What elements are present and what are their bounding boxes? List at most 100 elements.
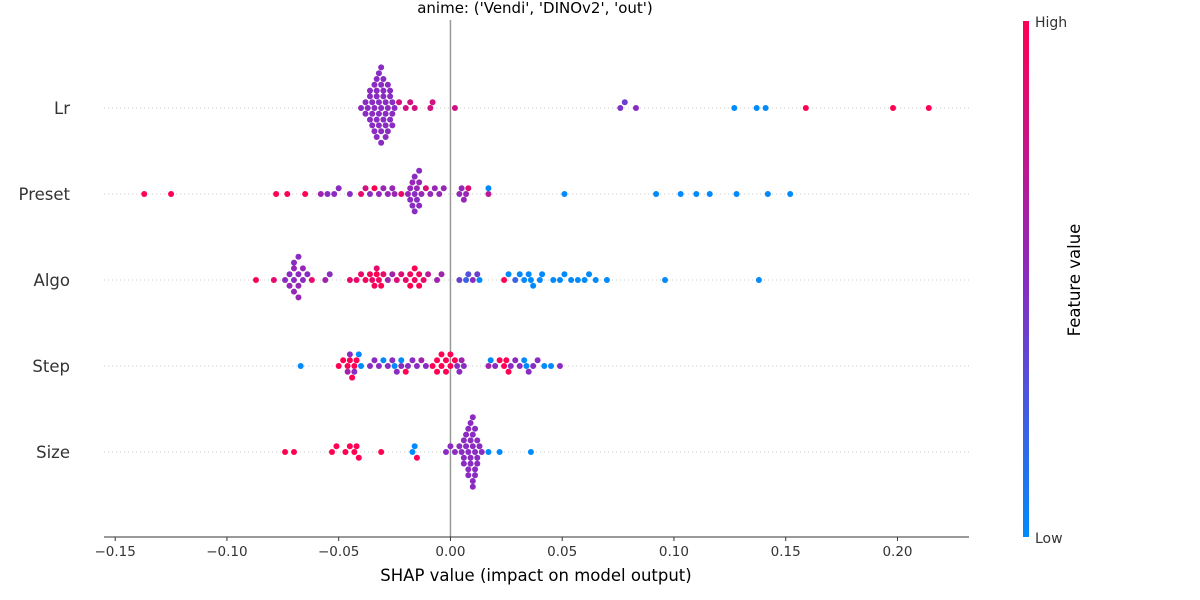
shap-point-preset	[411, 191, 418, 197]
shap-point-step	[525, 368, 532, 375]
shap-point-preset	[413, 185, 420, 192]
shap-point-algo	[373, 265, 380, 272]
shap-point-algo	[252, 277, 259, 283]
shap-point-lr	[389, 110, 396, 117]
shap-point-algo	[568, 277, 575, 283]
shap-point-algo	[290, 288, 297, 295]
shap-point-step	[523, 363, 530, 369]
shap-point-size	[333, 443, 340, 450]
shap-point-preset	[706, 191, 713, 197]
shap-point-algo	[501, 277, 508, 283]
shap-point-lr	[890, 105, 897, 111]
shap-point-lr	[427, 105, 434, 111]
shap-point-algo	[286, 282, 293, 289]
shap-point-step	[393, 368, 400, 375]
shap-point-algo	[322, 277, 329, 283]
shap-point-lr	[375, 110, 382, 117]
feature-label: Step	[32, 357, 70, 376]
shap-point-size	[474, 437, 481, 444]
shap-point-preset	[440, 185, 447, 192]
shap-point-step	[507, 363, 514, 369]
shap-point-preset	[485, 191, 492, 197]
shap-point-preset	[362, 185, 369, 192]
shap-point-algo	[574, 277, 581, 283]
feature-label: Lr	[54, 99, 70, 118]
shap-point-size	[469, 478, 476, 484]
x-tick-label: 0.00	[435, 544, 465, 560]
shap-point-step	[503, 357, 510, 364]
shap-point-lr	[382, 134, 389, 140]
shap-point-algo	[474, 271, 481, 278]
shap-point-size	[328, 449, 335, 455]
shap-point-algo	[366, 271, 373, 278]
colorbar-high-label: High	[1035, 15, 1067, 31]
shap-point-algo	[539, 271, 546, 278]
shap-point-preset	[561, 191, 568, 197]
shap-point-algo	[407, 271, 414, 278]
shap-point-step	[297, 363, 304, 369]
shap-point-size	[472, 425, 479, 432]
shap-point-preset	[371, 185, 378, 192]
shap-point-lr	[375, 70, 382, 77]
shap-point-preset	[422, 185, 429, 192]
shap-point-size	[496, 449, 503, 455]
shap-point-preset	[436, 191, 443, 197]
shap-point-lr	[402, 105, 409, 111]
shap-point-preset	[389, 185, 396, 192]
shap-point-algo	[371, 282, 378, 289]
shap-point-algo	[476, 277, 483, 283]
shap-point-lr	[378, 64, 385, 71]
shap-point-step	[442, 357, 449, 364]
shap-point-lr	[371, 105, 378, 111]
shap-point-lr	[384, 128, 391, 135]
shap-point-algo	[512, 277, 519, 283]
shap-point-preset	[366, 191, 373, 197]
shap-point-lr	[378, 139, 385, 146]
shap-point-step	[530, 363, 537, 369]
shap-point-algo	[516, 271, 523, 278]
shap-point-algo	[326, 271, 333, 278]
x-tick-label: −0.05	[318, 544, 359, 560]
shap-point-lr	[407, 99, 414, 106]
shap-point-algo	[556, 277, 563, 283]
shap-point-size	[447, 443, 454, 450]
shap-point-preset	[465, 185, 472, 192]
shap-point-step	[505, 368, 512, 375]
shap-point-algo	[603, 277, 610, 283]
shap-point-step	[512, 357, 519, 364]
shap-point-algo	[469, 277, 476, 283]
shap-point-lr	[396, 99, 403, 106]
feature-labels: Lr Preset Algo Step Size	[19, 99, 71, 462]
shap-point-lr	[364, 105, 371, 111]
shap-point-algo	[304, 271, 311, 278]
shap-point-step	[451, 357, 458, 364]
shap-point-size	[442, 449, 449, 455]
shap-point-step	[351, 363, 358, 369]
shap-point-preset	[409, 202, 416, 209]
shap-point-size	[456, 443, 463, 450]
shap-point-algo	[369, 277, 376, 283]
shap-point-algo	[536, 277, 543, 283]
shap-point-lr	[378, 81, 385, 88]
shap-point-size	[478, 449, 485, 455]
shap-point-algo	[295, 282, 302, 289]
shap-point-algo	[416, 282, 423, 289]
shap-point-preset	[485, 185, 492, 192]
shap-point-preset	[413, 196, 420, 203]
shap-point-size	[467, 460, 474, 467]
shap-point-step	[460, 363, 467, 369]
shap-point-algo	[380, 271, 387, 278]
shap-point-lr	[391, 105, 398, 111]
colorbar	[1023, 21, 1029, 537]
shap-point-size	[469, 414, 476, 421]
shap-point-lr	[384, 105, 391, 111]
shap-point-step	[429, 363, 436, 369]
shap-point-algo	[282, 277, 289, 283]
shap-point-algo	[299, 265, 306, 272]
shap-point-algo	[373, 271, 380, 278]
shap-point-step	[398, 363, 405, 369]
shap-point-step	[442, 368, 449, 375]
shap-point-lr	[369, 110, 376, 117]
shap-point-size	[469, 431, 476, 438]
